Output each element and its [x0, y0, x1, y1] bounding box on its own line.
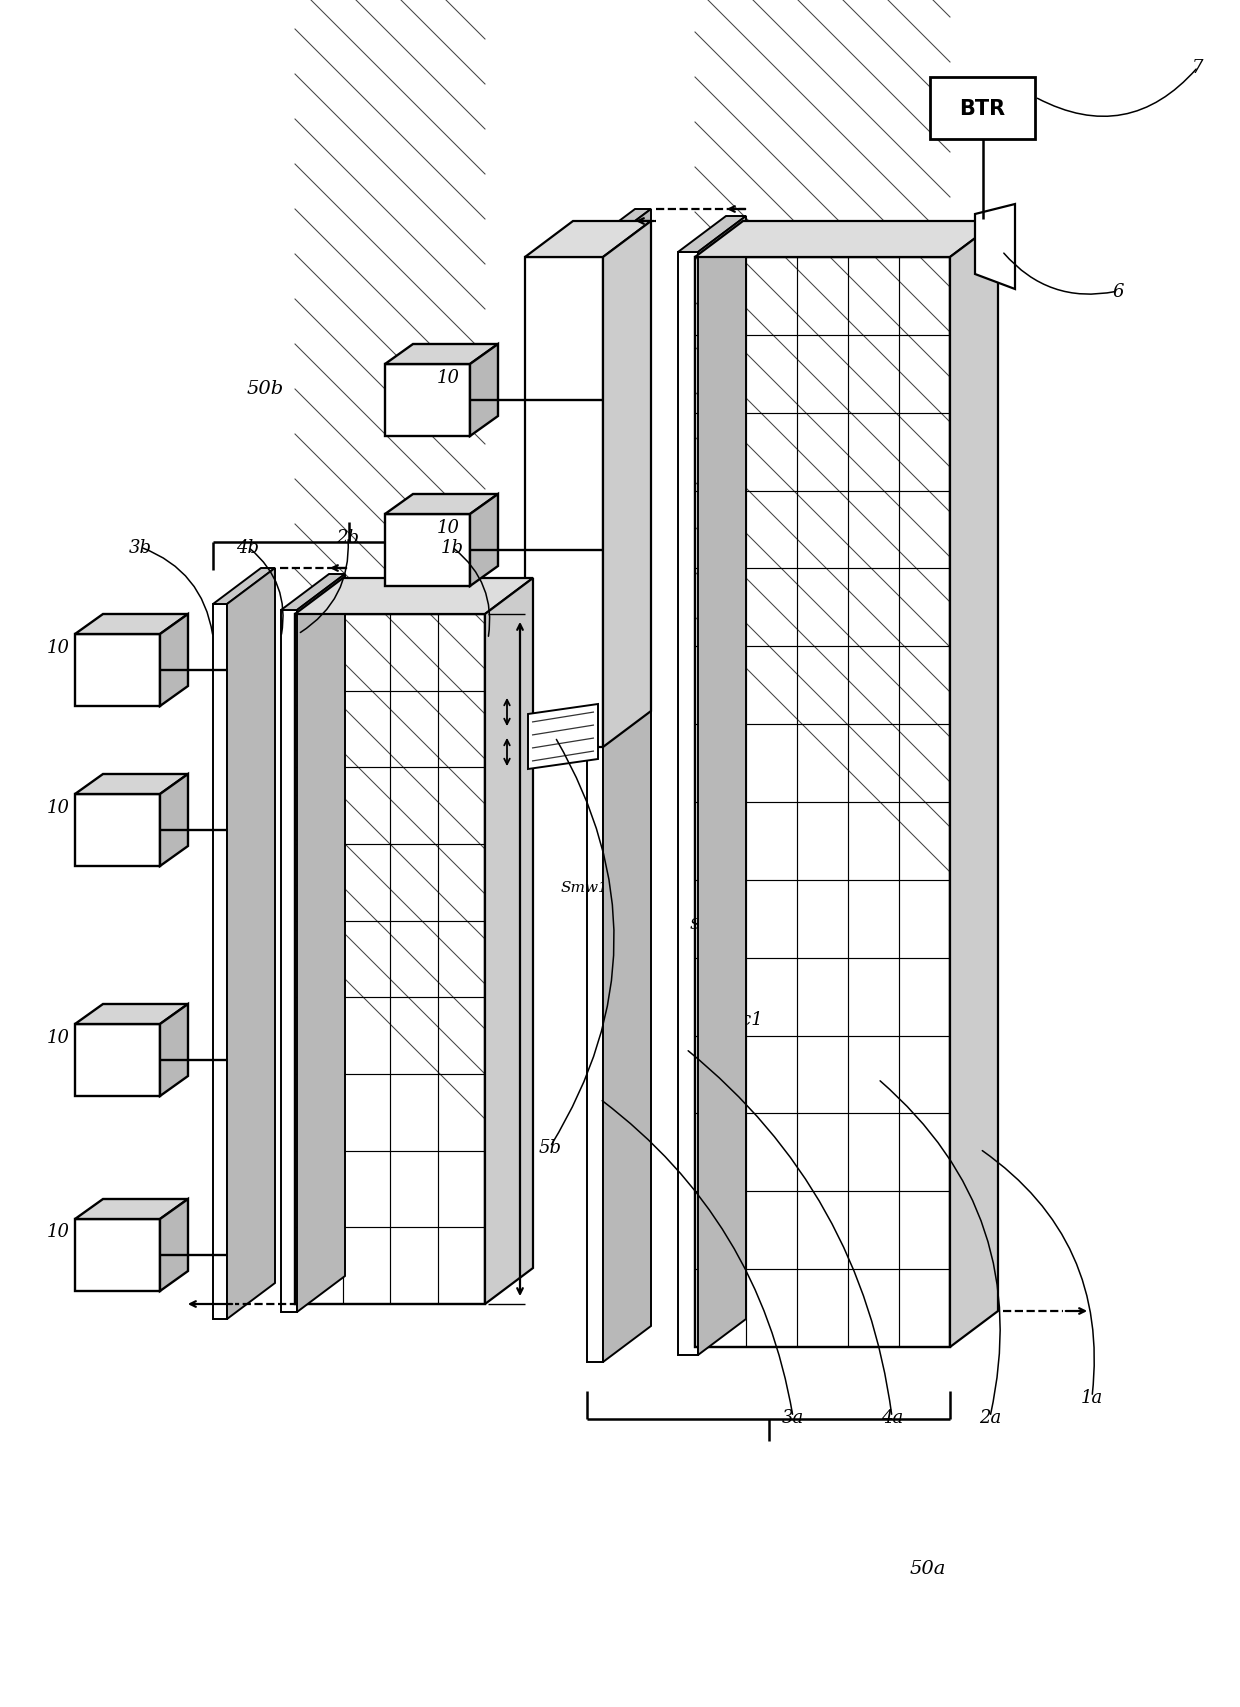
Text: 10: 10: [47, 638, 69, 657]
Polygon shape: [298, 575, 345, 1313]
Polygon shape: [384, 345, 498, 365]
Polygon shape: [470, 495, 498, 587]
Text: 10: 10: [47, 799, 69, 816]
Polygon shape: [384, 365, 470, 437]
Text: 3b: 3b: [129, 539, 151, 556]
Polygon shape: [74, 794, 160, 867]
Text: 50b: 50b: [247, 379, 284, 398]
Polygon shape: [74, 775, 188, 794]
Polygon shape: [603, 210, 651, 1362]
Polygon shape: [281, 575, 345, 611]
Text: 7: 7: [1192, 60, 1204, 77]
Text: 5b: 5b: [538, 1139, 562, 1156]
Polygon shape: [160, 615, 188, 707]
Polygon shape: [525, 258, 603, 748]
Polygon shape: [587, 246, 603, 1362]
Polygon shape: [74, 1219, 160, 1290]
Polygon shape: [587, 210, 651, 246]
Text: 4b: 4b: [237, 539, 259, 556]
Text: 4a: 4a: [880, 1408, 903, 1425]
Polygon shape: [74, 1024, 160, 1096]
Text: Lmc1: Lmc1: [712, 1011, 763, 1028]
Text: 10: 10: [47, 1028, 69, 1046]
Polygon shape: [698, 217, 746, 1355]
Text: 1b: 1b: [440, 539, 464, 556]
Polygon shape: [525, 222, 651, 258]
Polygon shape: [485, 579, 533, 1304]
Text: Smw1: Smw1: [560, 881, 608, 894]
Polygon shape: [603, 222, 651, 748]
Polygon shape: [213, 568, 275, 604]
Polygon shape: [74, 635, 160, 707]
Text: Sme1: Sme1: [689, 917, 734, 932]
Polygon shape: [227, 568, 275, 1320]
Text: 10: 10: [436, 369, 460, 387]
Polygon shape: [384, 495, 498, 516]
Polygon shape: [295, 579, 533, 615]
Text: 10: 10: [436, 519, 460, 536]
Polygon shape: [975, 205, 1016, 290]
Polygon shape: [678, 217, 746, 253]
Polygon shape: [160, 775, 188, 867]
Text: BTR: BTR: [960, 99, 1006, 119]
Text: 2b: 2b: [336, 529, 360, 546]
Polygon shape: [470, 345, 498, 437]
Polygon shape: [213, 604, 227, 1320]
Text: 3a: 3a: [782, 1408, 804, 1425]
Polygon shape: [384, 516, 470, 587]
Bar: [930, 79, 1035, 140]
Polygon shape: [160, 1200, 188, 1290]
Polygon shape: [694, 222, 998, 258]
Text: 2a: 2a: [978, 1408, 1001, 1425]
Polygon shape: [74, 1200, 188, 1219]
Polygon shape: [160, 1004, 188, 1096]
Polygon shape: [678, 253, 698, 1355]
Text: 1a: 1a: [1081, 1388, 1104, 1407]
Polygon shape: [281, 611, 298, 1313]
Polygon shape: [74, 615, 188, 635]
Text: 10: 10: [47, 1222, 69, 1241]
Polygon shape: [694, 258, 950, 1347]
Polygon shape: [295, 615, 485, 1304]
Text: 6: 6: [1112, 283, 1123, 300]
Polygon shape: [528, 705, 598, 770]
Text: 50a: 50a: [910, 1558, 946, 1577]
Polygon shape: [950, 222, 998, 1347]
Polygon shape: [74, 1004, 188, 1024]
